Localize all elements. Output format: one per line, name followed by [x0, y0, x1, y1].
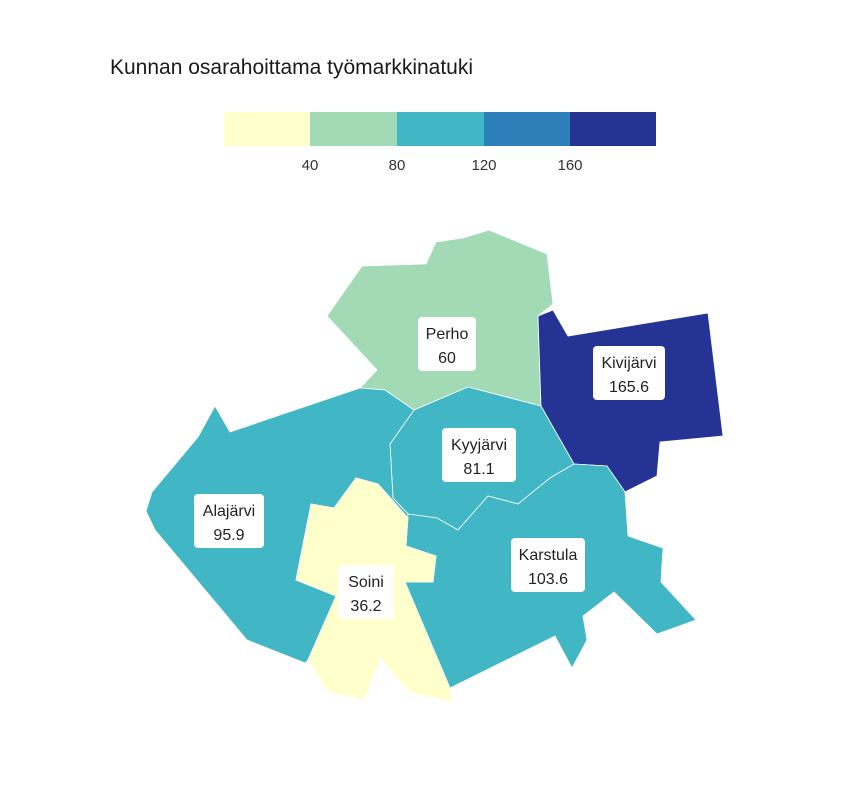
legend-swatch-0	[224, 112, 310, 146]
legend-tick-1: 80	[389, 157, 406, 174]
regions	[145, 229, 724, 703]
region-name-kivijarvi: Kivijärvi	[601, 355, 656, 372]
legend: 40 80 120 160	[224, 112, 656, 174]
region-value-karstula: 103.6	[528, 571, 568, 588]
legend-swatch-2	[397, 112, 484, 146]
legend-swatch-1	[310, 112, 397, 146]
region-value-kyyjarvi: 81.1	[463, 461, 494, 478]
region-name-alajarvi: Alajärvi	[203, 503, 255, 520]
label-box-kivijarvi	[593, 346, 665, 400]
label-soini: Soini 36.2	[338, 565, 394, 619]
region-value-alajarvi: 95.9	[213, 527, 244, 544]
label-kivijarvi: Kivijärvi 165.6	[593, 346, 665, 400]
region-name-soini: Soini	[348, 574, 384, 591]
legend-tick-2: 120	[471, 157, 496, 174]
legend-swatch-4	[570, 112, 656, 146]
legend-swatch-3	[484, 112, 570, 146]
label-box-perho	[418, 317, 476, 371]
label-karstula: Karstula 103.6	[511, 538, 585, 592]
label-perho: Perho 60	[418, 317, 476, 371]
region-name-kyyjarvi: Kyyjärvi	[451, 437, 507, 454]
map-title: Kunnan osarahoittama työmarkkinatuki	[110, 56, 474, 79]
region-value-soini: 36.2	[350, 598, 381, 615]
legend-tick-0: 40	[302, 157, 319, 174]
region-name-karstula: Karstula	[519, 547, 578, 564]
label-box-kyyjarvi	[442, 428, 516, 482]
region-name-perho: Perho	[426, 326, 469, 343]
legend-tick-3: 160	[557, 157, 582, 174]
region-labels: Perho 60 Kivijärvi 165.6 Kyyjärvi 81.1 A…	[194, 317, 665, 619]
label-alajarvi: Alajärvi 95.9	[194, 494, 264, 548]
label-kyyjarvi: Kyyjärvi 81.1	[442, 428, 516, 482]
label-box-soini	[338, 565, 394, 619]
label-box-alajarvi	[194, 494, 264, 548]
label-box-karstula	[511, 538, 585, 592]
region-value-perho: 60	[438, 350, 456, 367]
region-value-kivijarvi: 165.6	[609, 379, 649, 396]
